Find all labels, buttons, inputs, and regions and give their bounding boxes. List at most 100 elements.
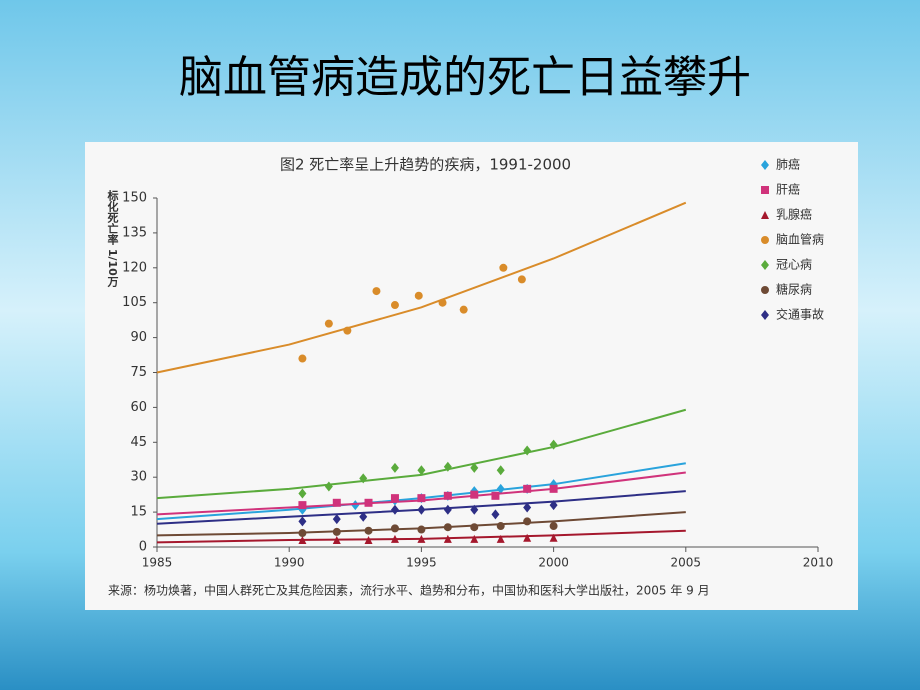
data-point [390,504,399,515]
chart-panel [85,142,858,610]
data-point [470,504,479,515]
data-point [470,534,479,543]
data-point [496,534,505,543]
data-point [359,473,368,484]
y-tick-label: 45 [130,435,147,450]
data-point [390,462,399,473]
data-point [417,504,426,515]
data-point [332,527,341,536]
data-point [343,326,352,335]
data-point [298,488,307,499]
legend-label: 交通事故 [776,307,824,322]
data-point [523,502,532,513]
data-point [351,500,360,511]
data-point [414,291,423,300]
data-point [443,523,452,532]
data-point [549,500,558,511]
data-point [443,504,452,515]
y-tick-label: 90 [130,330,147,345]
data-point [499,263,508,272]
legend-marker [761,211,769,219]
data-point [417,525,426,534]
data-point [496,465,505,476]
data-point [364,498,373,507]
data-point [549,484,558,493]
y-tick-label: 60 [130,400,147,415]
data-point [470,523,479,532]
legend-label: 乳腺癌 [776,207,812,222]
data-point [523,445,532,456]
y-tick-label: 120 [122,260,147,275]
source-note: 来源：杨功焕著，中国人群死亡及其危险因素，流行水平、趋势和分布，中国协和医科大学… [108,583,710,598]
data-point [438,298,447,307]
x-tick-label: 1985 [142,556,173,570]
legend-label: 糖尿病 [776,282,812,297]
data-point [359,511,368,522]
data-point [298,354,307,363]
data-point [324,319,333,328]
legend-marker [761,186,769,194]
legend-label: 冠心病 [776,257,812,272]
legend-marker [761,286,769,294]
data-point [390,494,399,503]
y-tick-label: 150 [122,191,147,206]
legend-label: 脑血管病 [776,232,824,247]
data-point [443,461,452,472]
legend-label: 肝癌 [776,182,800,197]
legend-marker [761,260,769,270]
data-point [324,481,333,492]
data-point [491,509,500,520]
data-point [443,491,452,500]
data-point [372,287,381,296]
y-tick-label: 135 [122,225,147,240]
data-point [491,491,500,500]
chart-title: 图2 死亡率呈上升趋势的疾病，1991-2000 [280,156,571,174]
data-point [417,465,426,476]
data-point [332,498,341,507]
data-point [443,534,452,543]
trend-line [156,201,687,374]
data-point [332,514,341,525]
data-point [459,305,468,314]
data-point [523,484,532,493]
data-point [549,522,558,531]
legend-marker [761,236,769,244]
data-point [298,529,307,538]
data-point [549,533,558,542]
data-point [364,526,373,535]
x-tick-label: 2000 [538,556,569,570]
data-point [390,534,399,543]
data-point [298,536,307,545]
data-point [390,524,399,533]
data-point [523,533,532,542]
data-point [549,439,558,450]
x-tick-label: 2005 [671,556,702,570]
legend-marker [761,160,769,170]
data-point [390,301,399,310]
y-tick-label: 0 [139,540,147,555]
y-tick-label: 75 [130,365,147,380]
data-point [364,536,373,545]
data-point [523,517,532,526]
legend-marker [761,310,769,320]
data-point [470,462,479,473]
data-point [298,516,307,527]
slide-title: 脑血管病造成的死亡日益攀升 [179,52,751,103]
data-point [470,490,479,499]
x-tick-label: 2010 [803,556,834,570]
legend-label: 肺癌 [776,157,800,172]
data-point [517,275,526,284]
y-tick-label: 30 [130,470,147,485]
y-tick-label: 105 [122,295,147,310]
data-point [332,536,341,545]
x-tick-label: 1995 [406,556,437,570]
x-tick-label: 1990 [274,556,305,570]
data-point [417,534,426,543]
data-point [496,522,505,531]
data-point [298,501,307,510]
y-tick-label: 15 [130,505,147,520]
data-point [496,483,505,494]
data-point [417,494,426,503]
y-axis-label: 标化死亡率 1/10万 [106,189,120,288]
